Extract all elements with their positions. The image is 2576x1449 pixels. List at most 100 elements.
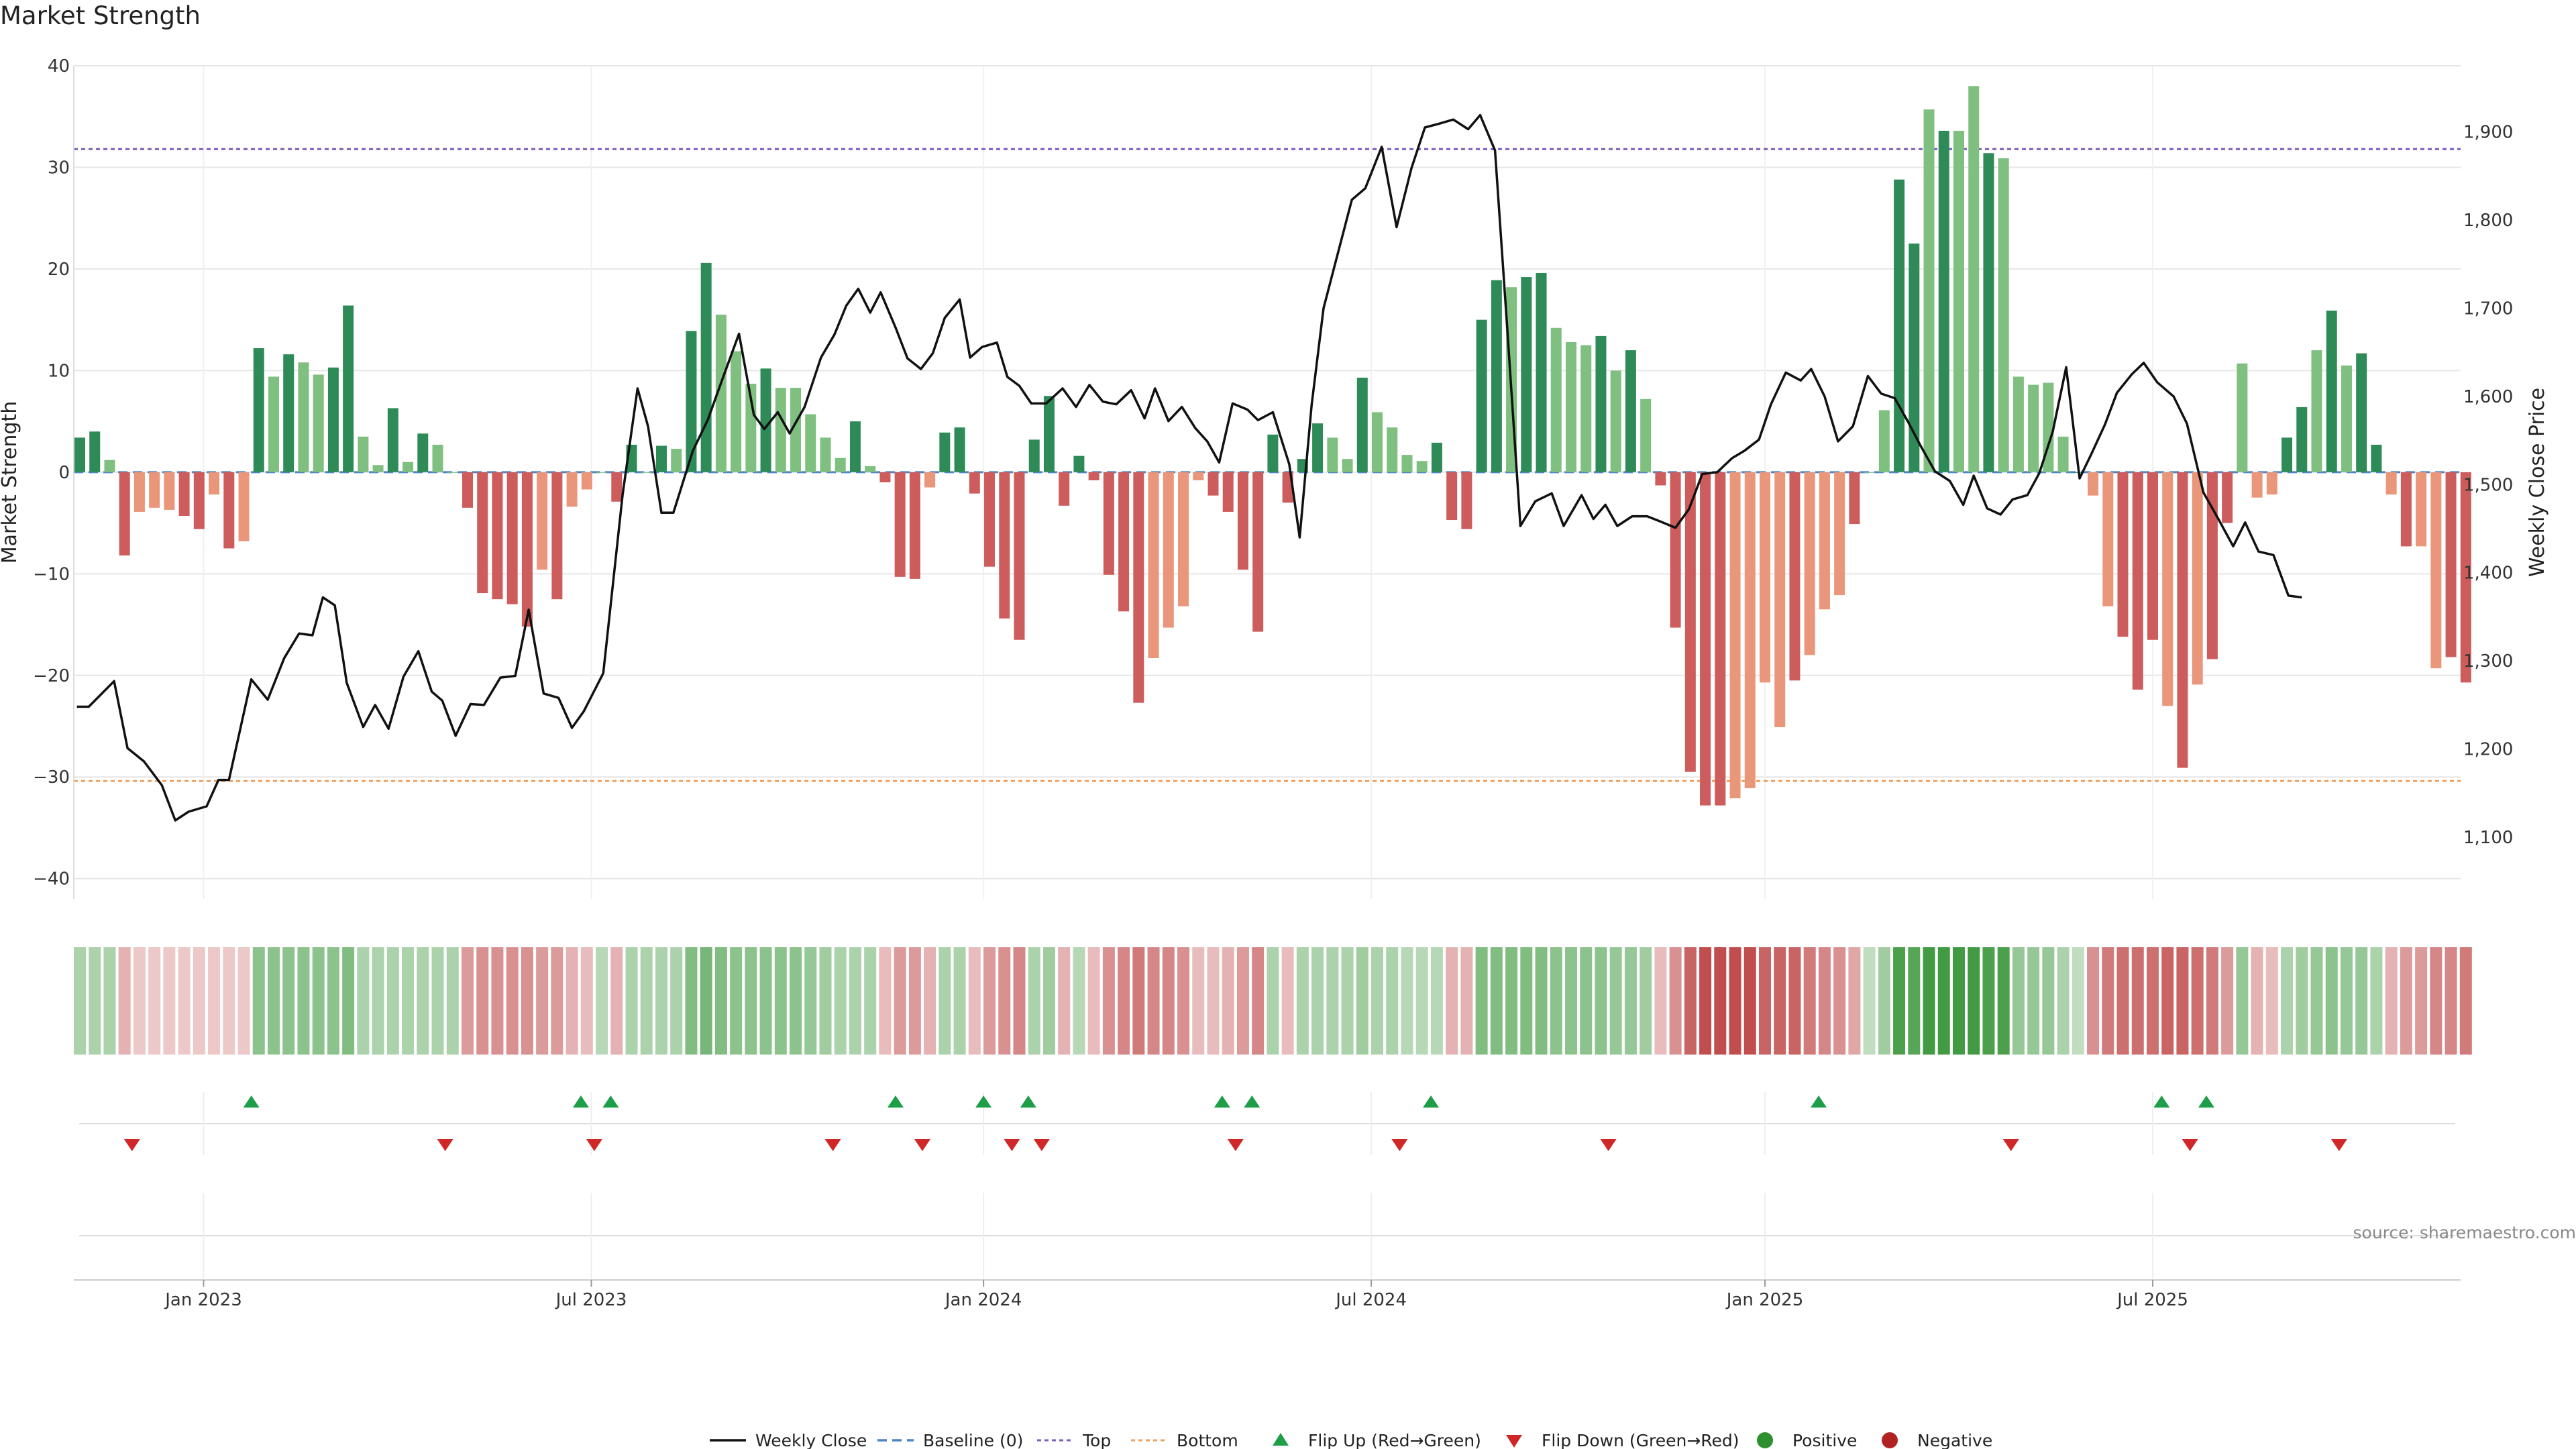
flip-down-marker	[1391, 1139, 1408, 1151]
heat-cell	[1147, 947, 1160, 1055]
strength-bar	[700, 262, 712, 472]
strength-bar	[2012, 376, 2024, 472]
x-tick-label: Jan 2024	[944, 1290, 1022, 1310]
heat-cell	[819, 947, 832, 1055]
heat-cell	[610, 947, 623, 1055]
strength-bar	[447, 472, 458, 473]
strength-bar	[2311, 350, 2322, 472]
heat-cell	[2161, 947, 2174, 1055]
strength-bar	[1043, 396, 1055, 472]
strength-bar	[178, 472, 190, 516]
legend-item: Bottom	[1131, 1431, 1238, 1449]
strength-bar	[2177, 472, 2188, 768]
x-tick-label: Jul 2024	[1334, 1290, 1407, 1310]
strength-bar	[2341, 365, 2352, 472]
x-tick-label: Jul 2025	[2116, 1290, 2188, 1310]
strength-bar	[1446, 472, 1458, 521]
heat-cell	[163, 947, 176, 1055]
strength-bar	[104, 460, 115, 472]
right-tick-label: 1,800	[2463, 211, 2513, 231]
flip-up-marker	[572, 1095, 589, 1108]
strength-bar	[865, 466, 876, 472]
legend-label: Negative	[1917, 1431, 1992, 1449]
heat-cell	[1236, 947, 1249, 1055]
strength-bar	[1222, 472, 1234, 512]
right-tick-label: 1,700	[2463, 299, 2513, 319]
strength-bar	[1566, 341, 1576, 472]
heat-cell	[1102, 947, 1115, 1055]
heat-cell	[670, 947, 683, 1055]
strength-bar	[1953, 130, 1964, 472]
heat-cell	[1818, 947, 1831, 1055]
strength-bar	[2102, 472, 2114, 606]
heat-cell	[2325, 947, 2338, 1055]
strength-bar	[2445, 472, 2457, 657]
strength-bar	[924, 472, 936, 488]
heat-cell	[1192, 947, 1205, 1055]
x-tick-label: Jul 2023	[555, 1290, 627, 1310]
heat-cell	[2012, 947, 2025, 1055]
strength-bar	[1461, 472, 1472, 529]
strength-bar	[1372, 412, 1383, 472]
heat-cell	[1415, 947, 1428, 1055]
strength-bar	[790, 388, 802, 472]
flip-down-marker	[2330, 1139, 2347, 1151]
right-tick-label: 1,100	[2463, 828, 2513, 848]
heat-cell	[446, 947, 459, 1055]
legend-item: Flip Down (Green→Red)	[1506, 1431, 1739, 1449]
strength-bar	[551, 472, 563, 600]
heat-cell	[148, 947, 161, 1055]
flip-up-marker	[975, 1095, 992, 1108]
strength-bar	[2460, 472, 2471, 683]
heat-cell	[2445, 947, 2457, 1055]
heat-cell	[282, 947, 295, 1055]
heat-cell	[1162, 947, 1175, 1055]
strength-bar	[417, 433, 429, 472]
heat-cell	[431, 947, 444, 1055]
left-tick-label: −10	[33, 564, 70, 584]
heat-cell	[2281, 947, 2294, 1055]
heat-cell	[1371, 947, 1384, 1055]
heat-cell	[297, 947, 310, 1055]
heat-cell	[879, 947, 892, 1055]
right-tick-label: 1,900	[2463, 123, 2513, 143]
strength-bar	[671, 449, 682, 472]
legend-label: Flip Down (Green→Red)	[1542, 1431, 1739, 1449]
strength-bar	[1998, 158, 2009, 472]
heat-cell	[759, 947, 772, 1055]
strength-bar	[1521, 277, 1532, 472]
left-tick-label: 20	[48, 260, 70, 280]
heat-cell	[267, 947, 280, 1055]
flip-down-marker	[1004, 1139, 1020, 1151]
strength-bar	[894, 472, 906, 577]
right-tick-label: 1,200	[2463, 740, 2513, 760]
chart-title: Market Strength	[0, 1, 201, 30]
strength-bar	[1670, 472, 1681, 628]
strength-bar	[1715, 472, 1726, 806]
strength-bar	[1312, 423, 1324, 472]
strength-bar	[984, 472, 996, 567]
strength-bar	[1640, 398, 1652, 472]
right-tick-label: 1,300	[2463, 651, 2513, 672]
strength-bar	[1133, 472, 1144, 703]
strength-bar	[89, 431, 101, 472]
strength-bar	[119, 472, 130, 556]
strength-bar	[1148, 472, 1159, 659]
strength-bar	[1595, 335, 1607, 472]
strength-bar	[298, 362, 309, 472]
heat-cell	[1505, 947, 1518, 1055]
strength-bar	[1356, 377, 1368, 472]
left-tick-label: −40	[33, 869, 70, 890]
heat-cell	[596, 947, 608, 1055]
heat-cell	[1580, 947, 1593, 1055]
strength-bar	[372, 465, 384, 472]
strength-bar	[1550, 327, 1562, 472]
heat-cell	[2370, 947, 2383, 1055]
heat-cell	[103, 947, 116, 1055]
strength-bar	[1849, 472, 1860, 525]
strength-bar	[343, 305, 354, 472]
strength-bar	[1118, 472, 1130, 612]
heat-cell	[551, 947, 564, 1055]
strength-bars	[74, 86, 2471, 806]
strength-bar	[2385, 472, 2397, 495]
